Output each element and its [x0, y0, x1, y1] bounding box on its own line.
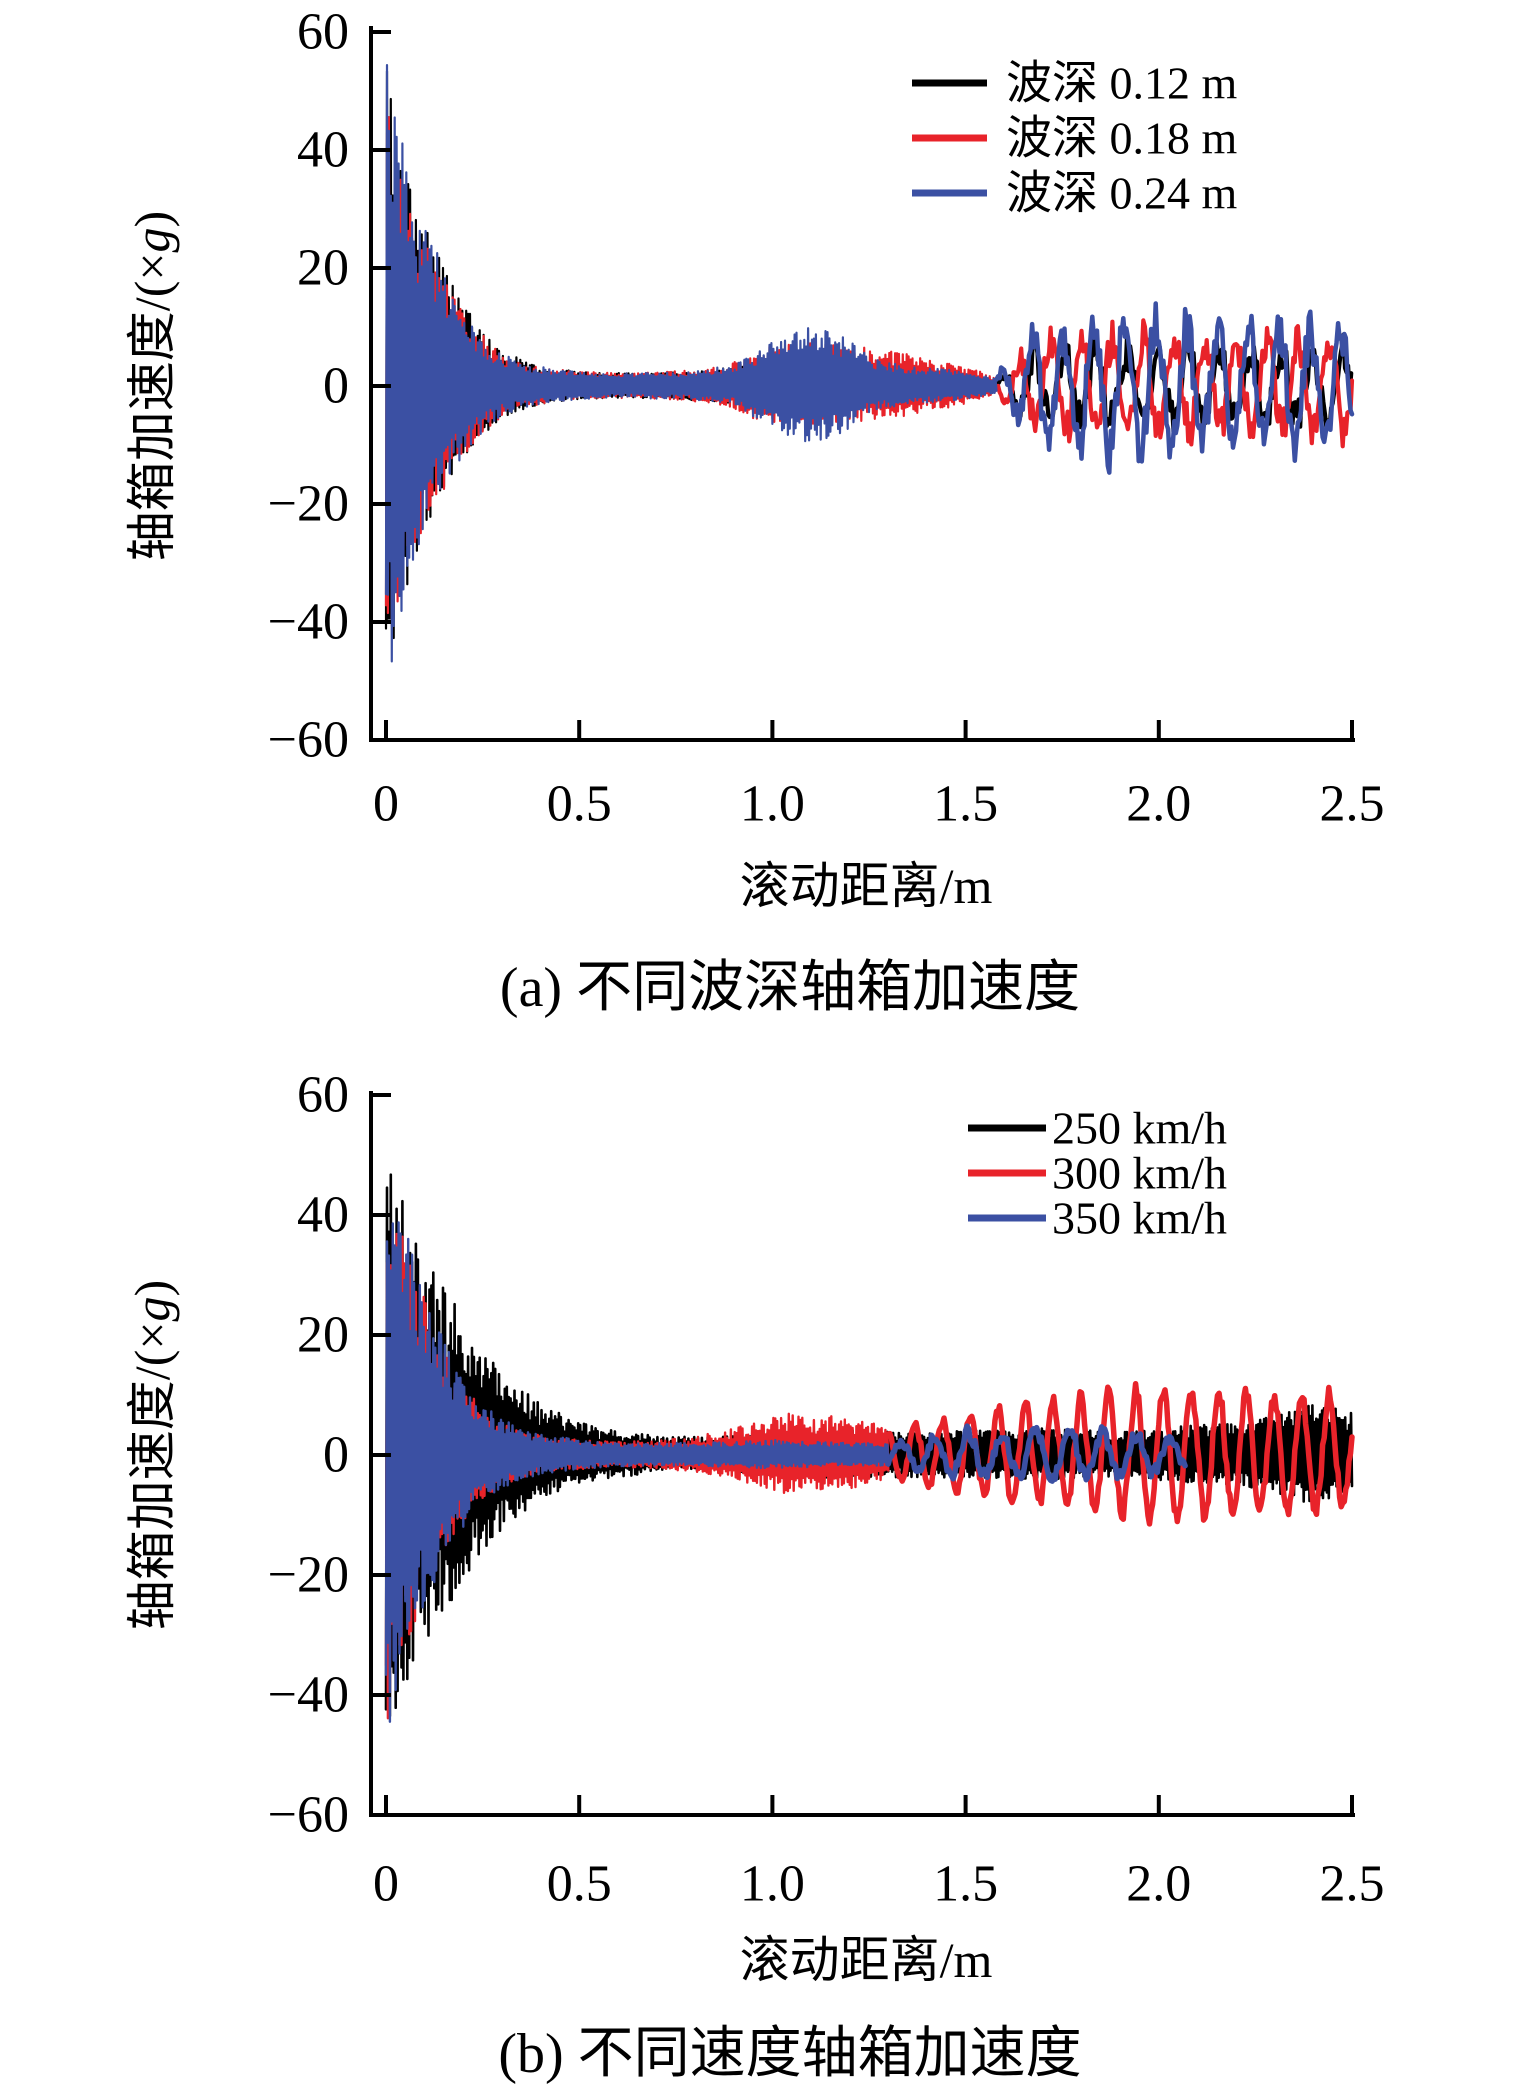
chart-a-y-axis-title: 轴箱加速度/(×g) [124, 211, 180, 561]
x-tick-label: 0 [373, 776, 399, 833]
x-tick-label: 1.5 [933, 1856, 998, 1913]
chart-a-caption: (a) 不同波深轴箱加速度 [500, 957, 1080, 1019]
y-tick-label: 60 [297, 4, 349, 61]
chart-b: 60 40 20 0 −20 −40 −60 0 0.5 1.0 1.5 2.0 2.5 轴箱加速度/(… [124, 1067, 1385, 2086]
y-tick-label: −40 [268, 594, 349, 651]
y-tick-label: −20 [268, 1547, 349, 1604]
legend-label-wave-depth-024: 波深 0.24 m [1006, 168, 1238, 219]
x-tick-label: 0 [373, 1856, 399, 1913]
x-tick-label: 2.0 [1126, 776, 1191, 833]
series-blue-section-0-path [384, 63, 998, 663]
x-tick-label: 0.5 [547, 776, 612, 833]
x-tick-label: 2.0 [1126, 1856, 1191, 1913]
legend-label-250kmh: 250 km/h [1052, 1103, 1227, 1154]
legend-label-wave-depth-018: 波深 0.18 m [1006, 113, 1238, 164]
chart-a-tick-labels: 60 40 20 0 −20 −40 −60 0 0.5 1.0 1.5 2.0 2.5 [268, 4, 1385, 833]
x-tick-label: 1.5 [933, 776, 998, 833]
y-tick-label: 0 [323, 1427, 349, 1484]
chart-a-legend: 波深 0.12 m 波深 0.18 m 波深 0.24 m [912, 58, 1238, 219]
chart-a-series [384, 63, 1355, 663]
y-tick-label: −60 [268, 1787, 349, 1844]
chart-b-caption: (b) 不同速度轴箱加速度 [498, 2023, 1081, 2085]
x-tick-label: 0.5 [547, 1856, 612, 1913]
chart-b-y-axis-title: 轴箱加速度/(×g) [124, 1280, 180, 1630]
x-tick-label: 1.0 [740, 776, 805, 833]
y-tick-label: 40 [297, 1187, 349, 1244]
chart-b-x-axis-title: 滚动距离/m [740, 1932, 993, 1988]
y-tick-label: −40 [268, 1667, 349, 1724]
legend-label-wave-depth-012: 波深 0.12 m [1006, 58, 1238, 109]
x-tick-label: 2.5 [1320, 776, 1385, 833]
series-blue-section-0-path [384, 1221, 890, 1723]
series-blue-section-1-path [994, 301, 1355, 475]
legend-label-350kmh: 350 km/h [1052, 1193, 1227, 1244]
y-tick-label: 40 [297, 122, 349, 179]
chart-b-series [384, 1173, 1355, 1723]
y-tick-label: 20 [297, 240, 349, 297]
chart-a: 60 40 20 0 −20 −40 −60 0 0.5 1.0 1.5 2.0 2.5 轴箱加速度/(… [124, 4, 1385, 1020]
y-tick-label: −60 [268, 712, 349, 769]
series-blue-section-1-path [885, 1423, 1188, 1484]
y-tick-label: 0 [323, 358, 349, 415]
x-tick-label: 2.5 [1320, 1856, 1385, 1913]
chart-a-x-axis-title: 滚动距离/m [740, 858, 993, 914]
legend-label-300kmh: 300 km/h [1052, 1148, 1227, 1199]
series-red-section-1-path [994, 318, 1355, 449]
chart-a-axes [369, 26, 1355, 742]
y-tick-label: 20 [297, 1307, 349, 1364]
x-tick-label: 1.0 [740, 1856, 805, 1913]
y-tick-label: −20 [268, 476, 349, 533]
y-tick-label: 60 [297, 1067, 349, 1124]
chart-b-tick-labels: 60 40 20 0 −20 −40 −60 0 0.5 1.0 1.5 2.0 2.5 [268, 1067, 1385, 1913]
chart-b-axes [369, 1091, 1355, 1817]
chart-b-legend: 250 km/h 300 km/h 350 km/h [968, 1103, 1227, 1244]
